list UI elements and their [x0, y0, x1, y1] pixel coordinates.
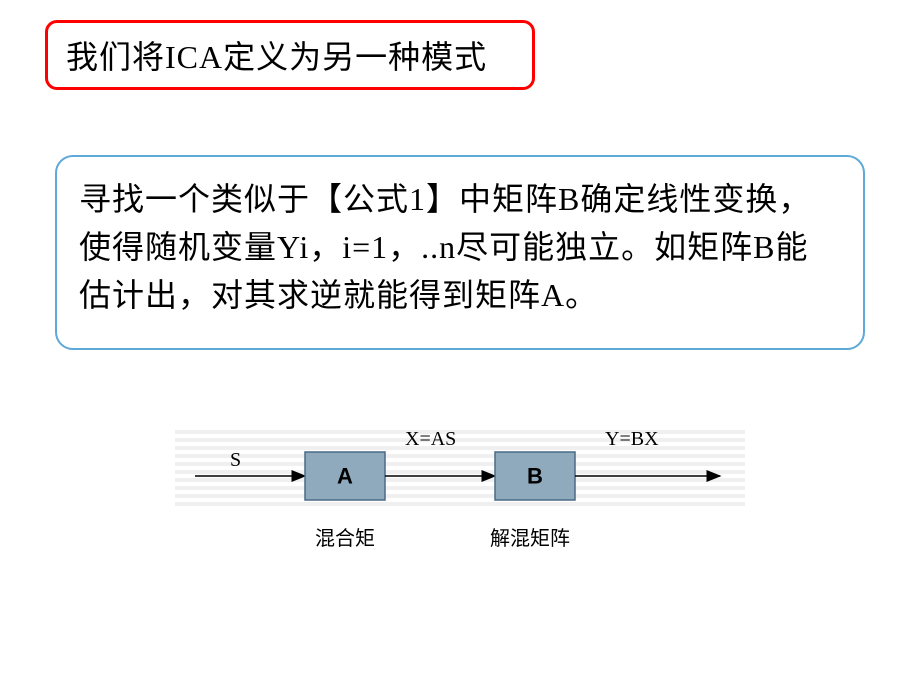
diagram-container: S A X=AS B Y=BX 混合矩 解混矩阵 — [175, 410, 745, 565]
caption-mixing-matrix: 混合矩 — [315, 527, 375, 550]
edge-label-y: Y=BX — [605, 428, 659, 450]
flowchart-diagram: S A X=AS B Y=BX 混合矩 解混矩阵 — [175, 410, 745, 565]
block-b-label: B — [527, 464, 543, 489]
content-text: 寻找一个类似于【公式1】中矩阵B确定线性变换，使得随机变量Yi，i=1，..n尽… — [79, 175, 841, 319]
edge-label-s: S — [230, 449, 241, 471]
caption-unmixing-matrix: 解混矩阵 — [490, 527, 570, 550]
content-box: 寻找一个类似于【公式1】中矩阵B确定线性变换，使得随机变量Yi，i=1，..n尽… — [55, 155, 865, 350]
edge-label-x: X=AS — [405, 428, 456, 450]
block-a-label: A — [337, 464, 353, 489]
title-text: 我们将ICA定义为另一种模式 — [66, 32, 487, 78]
title-box: 我们将ICA定义为另一种模式 — [45, 20, 535, 90]
